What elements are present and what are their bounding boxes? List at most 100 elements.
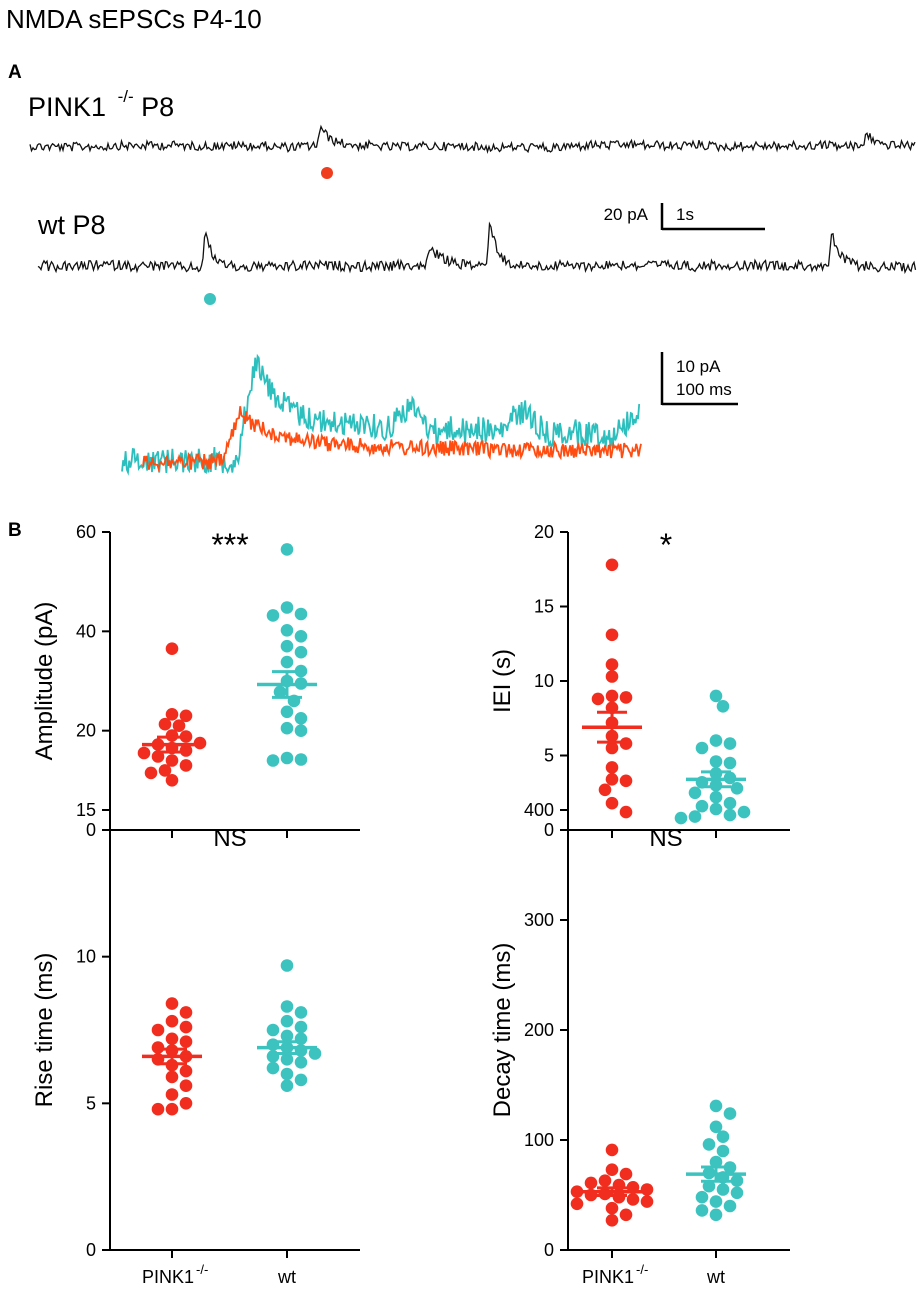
data-point — [605, 658, 619, 671]
data-point — [716, 700, 730, 713]
data-point — [165, 1014, 179, 1028]
data-point — [619, 691, 633, 704]
trace1-label: PINK1 -/- P8 — [28, 78, 174, 122]
y-tick-label: 10 — [534, 671, 554, 691]
data-point — [605, 773, 619, 786]
y-tick-label: 0 — [86, 820, 96, 840]
data-point — [294, 1020, 308, 1034]
data-point — [280, 655, 294, 669]
data-point — [165, 1088, 179, 1101]
data-point — [266, 1061, 280, 1075]
data-point — [723, 808, 737, 822]
y-tick-label: 100 — [524, 1130, 554, 1150]
data-point — [151, 1102, 165, 1116]
wt-trace — [37, 221, 917, 275]
data-point — [294, 630, 308, 643]
decay-time-chart: 0 100 200 300 400 Decay time (ms) NS PINK1 -/- wt — [489, 800, 790, 1287]
significance-label: NS — [213, 825, 246, 852]
pink1-trace — [29, 124, 916, 154]
data-point — [570, 1185, 584, 1198]
data-point — [294, 1006, 308, 1019]
data-point — [165, 708, 179, 721]
data-point — [640, 1183, 654, 1196]
data-point — [709, 1120, 723, 1134]
scale1-time-label: 1s — [676, 205, 694, 224]
data-point — [605, 741, 619, 755]
trace1-label-age: P8 — [141, 92, 174, 122]
data-point — [612, 1178, 626, 1192]
data-point — [723, 756, 737, 770]
data-point — [165, 997, 179, 1010]
data-point — [709, 1208, 723, 1222]
data-point — [151, 1023, 165, 1037]
amplitude-chart: 0 20 40 60 Amplitude (pA) *** — [31, 522, 360, 840]
data-point — [179, 1006, 193, 1019]
data-point — [598, 1174, 612, 1187]
data-point — [619, 805, 633, 819]
data-point — [165, 1070, 179, 1084]
trace1-label-main: PINK1 — [28, 92, 106, 122]
x-label-pink1: PINK1 -/- — [582, 1262, 648, 1287]
data-point — [702, 1179, 716, 1193]
scale2-time-label: 100 ms — [676, 380, 732, 399]
data-point — [730, 1186, 744, 1200]
data-point — [570, 1197, 584, 1211]
data-point — [695, 741, 709, 755]
data-point — [158, 764, 172, 777]
data-point — [605, 670, 619, 683]
data-point — [280, 639, 294, 653]
data-point — [695, 799, 709, 813]
data-point — [612, 1190, 626, 1204]
y-tick-label: 15 — [76, 800, 96, 820]
data-point — [280, 721, 294, 735]
trace1-label-sup: -/- — [118, 87, 134, 106]
data-point — [605, 1201, 619, 1215]
y-tick-label: 0 — [86, 1240, 96, 1260]
data-point — [709, 755, 723, 768]
data-point — [709, 790, 723, 804]
significance-label: NS — [649, 825, 682, 852]
data-point — [591, 692, 605, 706]
data-point — [605, 628, 619, 642]
data-point — [165, 1032, 179, 1046]
data-point — [709, 1195, 723, 1208]
data-point — [605, 1143, 619, 1157]
y-tick-label: 5 — [86, 1093, 96, 1113]
data-point — [723, 1107, 737, 1120]
significance-label: *** — [211, 527, 248, 563]
data-point — [584, 1176, 598, 1190]
y-tick-label: 200 — [524, 1020, 554, 1040]
data-point — [737, 805, 751, 819]
data-point — [695, 1190, 709, 1204]
y-tick-label: 400 — [524, 800, 554, 820]
data-point — [598, 1187, 612, 1201]
data-point — [709, 689, 723, 703]
data-point — [619, 774, 633, 788]
data-point — [730, 782, 744, 795]
data-point — [730, 1174, 744, 1187]
data-point — [598, 783, 612, 797]
y-tick-label: 0 — [544, 1240, 554, 1260]
data-point — [266, 609, 280, 622]
data-point — [716, 1130, 730, 1143]
data-point — [626, 1193, 640, 1206]
data-point — [605, 761, 619, 774]
data-point — [273, 685, 287, 699]
y-axis-label: Decay time (ms) — [489, 943, 516, 1118]
data-point — [709, 1155, 723, 1169]
trace2-label: wt P8 — [37, 210, 106, 240]
data-point — [294, 712, 308, 725]
scale1-amp-label: 20 pA — [604, 205, 649, 224]
y-tick-label: 300 — [524, 910, 554, 930]
data-point — [280, 959, 294, 972]
data-point — [605, 558, 619, 572]
panel-a-label: A — [8, 62, 22, 83]
data-point — [137, 746, 151, 760]
scale2-amp-label: 10 pA — [676, 357, 721, 376]
data-point — [179, 1079, 193, 1092]
x-label-pink1-sup: -/- — [196, 1262, 208, 1277]
data-point — [619, 737, 633, 750]
y-tick-label: 15 — [534, 597, 554, 617]
data-point — [723, 1199, 737, 1213]
